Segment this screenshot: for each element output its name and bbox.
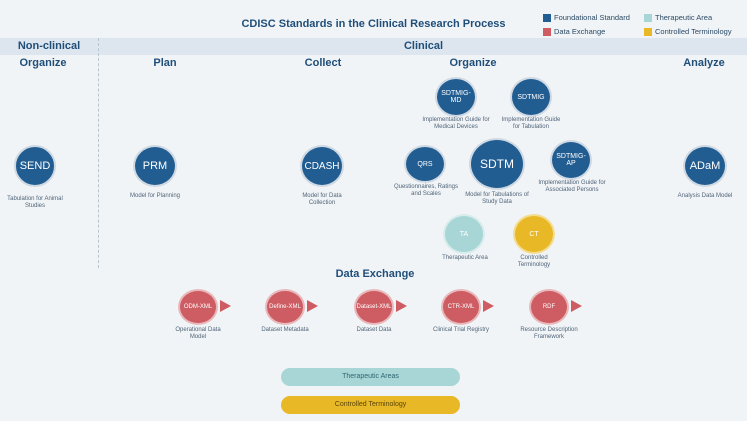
caption-odm-xml: Operational Data Model <box>175 327 221 340</box>
caption-sdtmig: Implementation Guide for Tabulation <box>501 117 561 130</box>
phase-analyze: Analyze <box>683 57 725 69</box>
legend-controlled: Controlled Terminology <box>644 27 732 36</box>
caption-cdash: Model for Data Collection <box>302 193 342 206</box>
caption-dataset-xml: Dataset Data <box>356 327 392 333</box>
node-ta[interactable]: TA <box>443 214 485 254</box>
node-ct[interactable]: CT <box>513 214 555 254</box>
legend-foundational: Foundational Standard <box>543 13 630 22</box>
arrow-right-icon <box>307 300 318 312</box>
node-rdf[interactable]: RDF <box>529 289 569 325</box>
legend-label: Controlled Terminology <box>655 27 732 36</box>
phase-plan: Plan <box>153 57 177 69</box>
legend-label: Data Exchange <box>554 27 606 36</box>
controlled-terminology-bar[interactable]: Controlled Terminology <box>281 396 460 414</box>
node-ctr-xml[interactable]: CTR-XML <box>441 289 481 325</box>
header-band <box>0 38 747 55</box>
node-adam[interactable]: ADaM <box>683 145 727 187</box>
node-odm-xml[interactable]: ODM-XML <box>178 289 218 325</box>
caption-ctr-xml: Clinical Trial Registry <box>432 327 489 333</box>
node-sdtmig[interactable]: SDTMIG <box>510 77 552 117</box>
node-prm[interactable]: PRM <box>133 145 177 187</box>
data-exchange-heading: Data Exchange <box>335 268 415 280</box>
node-send[interactable]: SEND <box>14 145 56 187</box>
node-sdtmig-md[interactable]: SDTMIG-MD <box>435 77 477 117</box>
phase-collect: Collect <box>304 57 342 69</box>
arrow-right-icon <box>396 300 407 312</box>
legend-swatch-yellow <box>644 27 652 36</box>
legend-swatch-teal <box>644 13 652 22</box>
node-define-xml[interactable]: Define-XML <box>265 289 305 325</box>
phase-organize: Organize <box>449 57 497 69</box>
legend-therapeutic: Therapeutic Area <box>644 13 712 22</box>
node-sdtmig-ap[interactable]: SDTMIG-AP <box>550 140 592 180</box>
legend-swatch-red <box>543 27 551 36</box>
band-clinical: Clinical <box>403 40 444 52</box>
node-dataset-xml[interactable]: Dataset-XML <box>354 289 394 325</box>
node-cdash[interactable]: CDASH <box>300 145 344 187</box>
caption-adam: Analysis Data Model <box>677 193 733 199</box>
therapeutic-areas-bar[interactable]: Therapeutic Areas <box>281 368 460 386</box>
diagram-title: CDISC Standards in the Clinical Research… <box>241 18 506 30</box>
node-sdtm[interactable]: SDTM <box>469 138 525 190</box>
legend-swatch-blue <box>543 13 551 22</box>
node-qrs[interactable]: QRS <box>404 145 446 183</box>
caption-sdtmig-md: Implementation Guide for Medical Devices <box>422 117 490 130</box>
caption-sdtm: Model for Tabulations of Study Data <box>465 192 529 205</box>
section-divider <box>98 38 99 268</box>
caption-sdtmig-ap: Implementation Guide for Associated Pers… <box>538 180 606 193</box>
band-nonclinical: Non-clinical <box>17 40 81 52</box>
caption-ta: Therapeutic Area <box>442 255 488 261</box>
phase-organize-nonclinical: Organize <box>19 57 67 69</box>
caption-send: Tabulation for Animal Studies <box>7 196 63 209</box>
caption-ct: Controlled Terminology <box>517 255 551 268</box>
legend-label: Therapeutic Area <box>655 13 713 22</box>
arrow-right-icon <box>220 300 231 312</box>
arrow-right-icon <box>483 300 494 312</box>
caption-define-xml: Dataset Metadata <box>261 327 309 333</box>
arrow-right-icon <box>571 300 582 312</box>
caption-qrs: Questionnaires, Ratings and Scales <box>393 184 459 197</box>
caption-prm: Model for Planning <box>129 193 181 199</box>
caption-rdf: Resource Description Framework <box>520 327 578 340</box>
legend-data-exchange: Data Exchange <box>543 27 605 36</box>
legend-label: Foundational Standard <box>554 13 630 22</box>
